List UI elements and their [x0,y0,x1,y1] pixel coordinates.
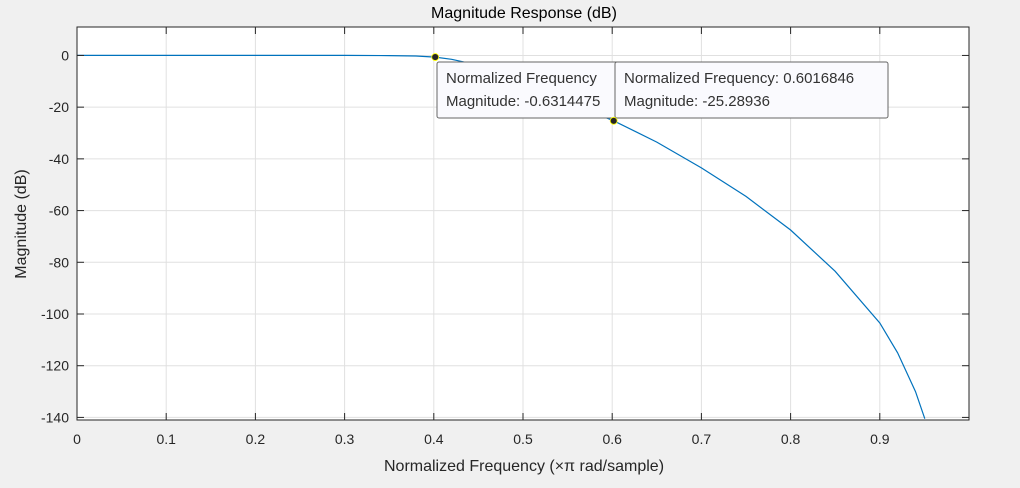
x-tick-label: 0.1 [156,431,176,447]
y-tick-label: 0 [61,47,69,63]
y-tick-label: -20 [49,99,69,115]
axis-ticks: 0 0.1 0.2 0.3 0.4 0.5 0.6 0.7 0.8 0.9 0 -20 -40 -60 -8… [41,27,969,447]
y-tick-label: -80 [49,254,69,270]
y-tick-label: -40 [49,151,69,167]
x-tick-label: 0.3 [335,431,355,447]
datatip-box [614,61,889,119]
y-tick-label: -120 [41,358,69,374]
datatip-magnitude-text: Magnitude: -25.28936 [624,93,770,110]
datatip-1[interactable]: Normalized Frequency Magnitude: -0.631447… [431,53,638,119]
y-tick-label: -60 [49,203,69,219]
x-tick-label: 0.4 [424,431,444,447]
x-tick-label: 0.8 [781,431,801,447]
datatips-layer: Normalized Frequency Magnitude: -0.631447… [431,53,889,125]
datatip-2[interactable]: Normalized Frequency: 0.6016846 Magnitude… [609,61,889,125]
x-tick-label: 0.6 [602,431,622,447]
x-tick-label: 0 [73,431,81,447]
x-tick-label: 0.5 [513,431,533,447]
x-axis-title: Normalized Frequency (×π rad/sample) [384,458,664,475]
x-tick-label: 0.7 [692,431,712,447]
y-tick-label: -140 [41,409,69,425]
y-tick-label: -100 [41,306,69,322]
datatip-frequency-text: Normalized Frequency [446,70,597,87]
datatip-marker[interactable] [609,116,618,125]
datatip-marker[interactable] [431,53,440,61]
y-axis-title: Magnitude (dB) [13,169,30,278]
chart-title: Magnitude Response (dB) [431,5,617,22]
x-tick-label: 0.9 [870,431,890,447]
x-tick-label: 0.2 [246,431,266,447]
datatip-frequency-text: Normalized Frequency: 0.6016846 [624,70,854,87]
datatip-magnitude-text: Magnitude: -0.6314475 [446,93,600,110]
